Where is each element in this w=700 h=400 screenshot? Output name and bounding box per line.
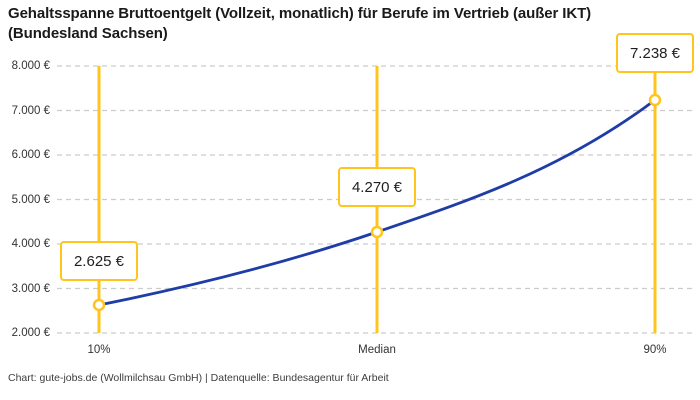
x-tick-median: Median: [358, 344, 396, 356]
data-point-median: [370, 225, 384, 239]
y-tick-3000: 3.000 €: [11, 282, 50, 295]
chart-title-line2: (Bundesland Sachsen): [8, 25, 168, 42]
y-tick-7000: 7.000 €: [11, 104, 50, 117]
chart-credit: Chart: gute-jobs.de (Wollmilchsau GmbH) …: [8, 372, 389, 384]
data-point-90pct: [648, 93, 662, 107]
chart-title: Gehaltsspanne Bruttoentgelt (Vollzeit, m…: [8, 4, 696, 44]
data-point-markers: [92, 93, 662, 312]
y-tick-6000: 6.000 €: [11, 149, 50, 161]
y-tick-4000: 4.000 €: [11, 238, 50, 250]
value-label-90pct: 7.238 €: [616, 33, 694, 73]
y-tick-5000: 5.000 €: [11, 193, 50, 206]
value-label-median: 4.270 €: [338, 167, 416, 207]
x-tick-90pct: 90%: [643, 344, 667, 356]
y-tick-2000: 2.000 €: [11, 327, 50, 339]
value-label-10pct: 2.625 €: [60, 241, 138, 281]
x-tick-10pct: 10%: [87, 344, 111, 356]
y-tick-8000: 8.000 €: [11, 60, 50, 72]
chart-title-line1: Gehaltsspanne Bruttoentgelt (Vollzeit, m…: [8, 5, 592, 22]
data-point-10pct: [92, 298, 106, 312]
